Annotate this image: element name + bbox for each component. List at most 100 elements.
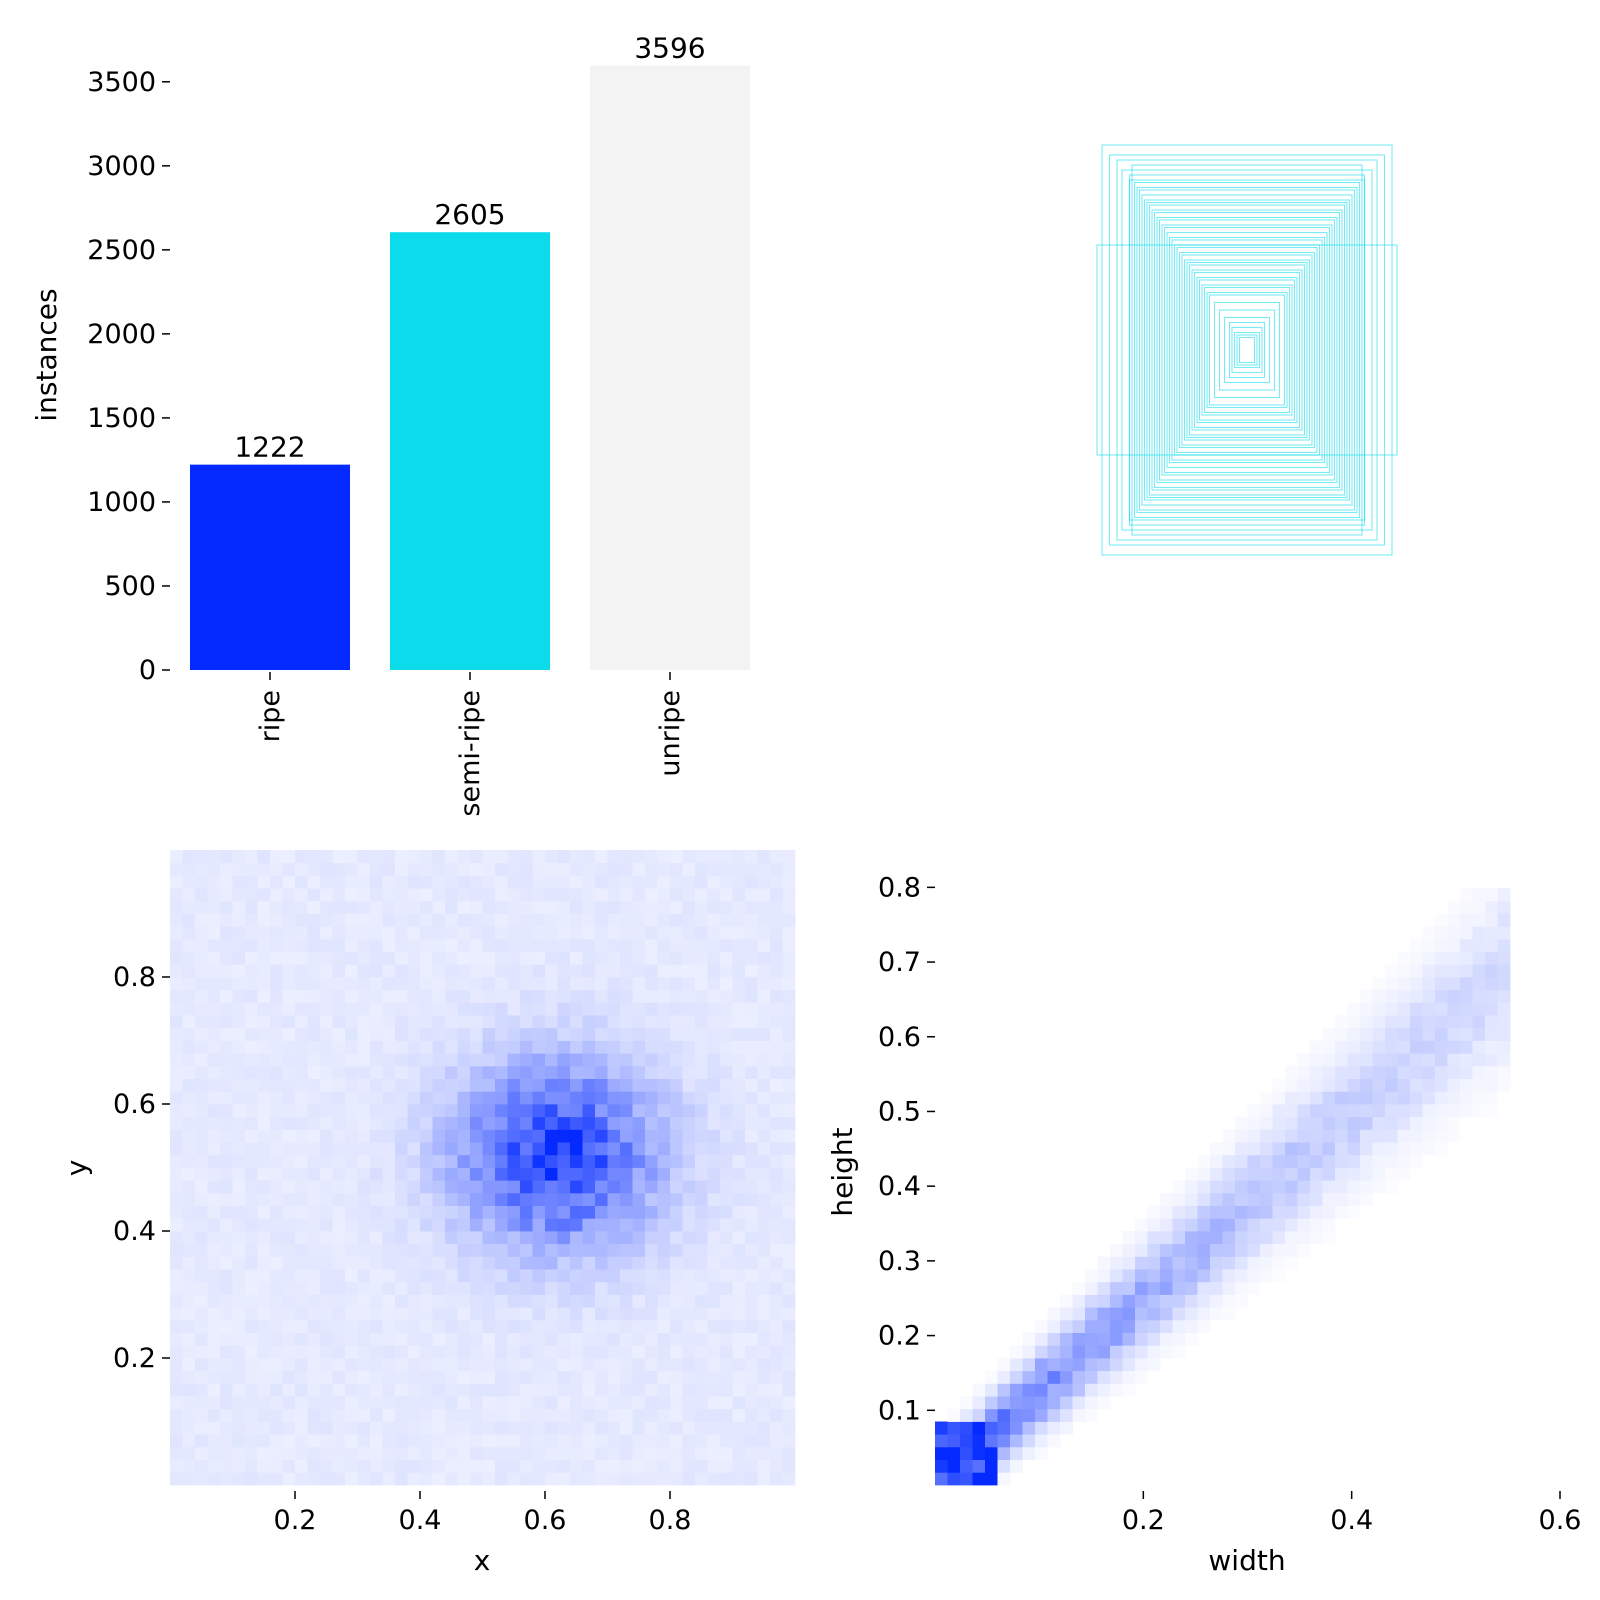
heatmap-cell xyxy=(295,1294,308,1308)
heatmap-cell xyxy=(395,1078,408,1092)
heatmap-cell xyxy=(220,1472,233,1486)
heatmap-cell xyxy=(182,1116,196,1130)
heatmap-cell xyxy=(1460,1053,1473,1067)
heatmap-cell xyxy=(432,1408,446,1422)
heatmap-cell xyxy=(245,926,258,940)
heatmap-cell xyxy=(545,1218,558,1232)
heatmap-cell xyxy=(170,1459,183,1473)
heatmap-cell xyxy=(782,1129,796,1143)
heatmap-cell xyxy=(645,938,658,952)
heatmap-cell xyxy=(357,1332,371,1346)
heatmap-cell xyxy=(207,1129,221,1143)
heatmap-cell xyxy=(257,1053,271,1067)
heatmap-cell xyxy=(207,875,221,889)
heatmap-cell xyxy=(1235,1281,1248,1295)
heatmap-cell xyxy=(707,1370,721,1384)
heatmap-cell xyxy=(670,1472,683,1486)
heatmap-cell xyxy=(395,1472,408,1486)
heatmap-cell xyxy=(232,1129,246,1143)
heatmap-cell xyxy=(595,964,608,978)
heatmap-cell xyxy=(770,1053,783,1067)
heatmap-cell xyxy=(570,1129,583,1143)
heatmap-cell xyxy=(532,1294,546,1308)
heatmap-cell xyxy=(1047,1434,1061,1448)
heatmap-cell xyxy=(770,1002,783,1016)
heatmap-cell xyxy=(1147,1218,1161,1232)
heatmap-cell xyxy=(620,1396,633,1410)
heatmap-cell xyxy=(745,1078,758,1092)
heatmap-cell xyxy=(570,1319,583,1333)
heatmap-cell xyxy=(282,1319,296,1333)
heatmap-cell xyxy=(1322,1091,1336,1105)
heatmap-cell xyxy=(320,1421,333,1435)
heatmap-cell xyxy=(357,1040,371,1054)
heatmap-cell xyxy=(582,913,596,927)
heatmap-cell xyxy=(720,1192,733,1206)
heatmap-cell xyxy=(532,1472,546,1486)
heatmap-cell xyxy=(370,1243,383,1257)
heatmap-cell xyxy=(307,1459,321,1473)
heatmap-cell xyxy=(1147,1307,1161,1321)
heatmap-cell xyxy=(532,1231,546,1245)
heatmap-cell xyxy=(595,1065,608,1079)
heatmap-cell xyxy=(257,1218,271,1232)
heatmap-cell xyxy=(170,1434,183,1448)
heatmap-cell xyxy=(282,1459,296,1473)
width-height-heatmap: 0.2 0.4 0.6 0.10.20.30.40.50.60.70.8 width… xyxy=(826,872,1581,1577)
heatmap-cell xyxy=(307,1078,321,1092)
heatmap-cell xyxy=(420,1065,433,1079)
heatmap-cell xyxy=(507,1053,521,1067)
heatmap-cell xyxy=(632,1332,646,1346)
heatmap-cell xyxy=(595,1243,608,1257)
heatmap-cell xyxy=(495,1459,508,1473)
heatmap-cell xyxy=(557,926,571,940)
heatmap-cell xyxy=(482,1078,496,1092)
heatmap-cell xyxy=(507,1472,521,1486)
heatmap-cell xyxy=(445,1421,458,1435)
heatmap-cell xyxy=(357,1472,371,1486)
heatmap-cell xyxy=(620,1142,633,1156)
heatmap-cell xyxy=(470,1231,483,1245)
heatmap-cell xyxy=(1222,1307,1236,1321)
heatmap-cell xyxy=(997,1459,1011,1473)
heatmap-cell xyxy=(670,1383,683,1397)
heatmap-cell xyxy=(1260,1205,1273,1219)
heatmap-cell xyxy=(245,951,258,965)
heatmap-cell xyxy=(545,1434,558,1448)
heatmap-cell xyxy=(345,1243,358,1257)
heatmap-cell xyxy=(432,875,446,889)
heatmap-cell xyxy=(632,1002,646,1016)
heatmap-cell xyxy=(370,1027,383,1041)
heatmap-cell xyxy=(570,1434,583,1448)
heatmap-cell xyxy=(382,1358,396,1372)
heatmap-cell xyxy=(532,1154,546,1168)
heatmap-cell xyxy=(720,1231,733,1245)
heatmap-cell xyxy=(1272,1256,1286,1270)
heatmap-cell xyxy=(707,1281,721,1295)
heatmap-cell xyxy=(682,1269,696,1283)
heatmap-cell xyxy=(595,1319,608,1333)
heatmap-cell xyxy=(757,1307,771,1321)
heatmap-cell xyxy=(257,1408,271,1422)
heatmap-cell xyxy=(532,1358,546,1372)
heatmap-cell xyxy=(232,1015,246,1029)
heatmap-cell xyxy=(545,926,558,940)
heatmap-cell xyxy=(782,1383,796,1397)
heatmap-cell xyxy=(1185,1256,1198,1270)
heatmap-cell xyxy=(1022,1434,1036,1448)
heatmap-cell xyxy=(595,1015,608,1029)
heatmap-cell xyxy=(557,1167,571,1181)
heatmap-cell xyxy=(345,926,358,940)
heatmap-cell xyxy=(632,1192,646,1206)
heatmap-cell xyxy=(1010,1345,1023,1359)
heatmap-cell xyxy=(382,1192,396,1206)
heatmap-cell xyxy=(1160,1345,1173,1359)
heatmap-cell xyxy=(732,1472,746,1486)
heatmap-cell xyxy=(695,1142,708,1156)
heatmap-cell xyxy=(695,850,708,864)
heatmap-cell xyxy=(370,1192,383,1206)
heatmap-cell xyxy=(582,1396,596,1410)
heatmap-cell xyxy=(607,1396,621,1410)
heatmap-cell xyxy=(420,1281,433,1295)
